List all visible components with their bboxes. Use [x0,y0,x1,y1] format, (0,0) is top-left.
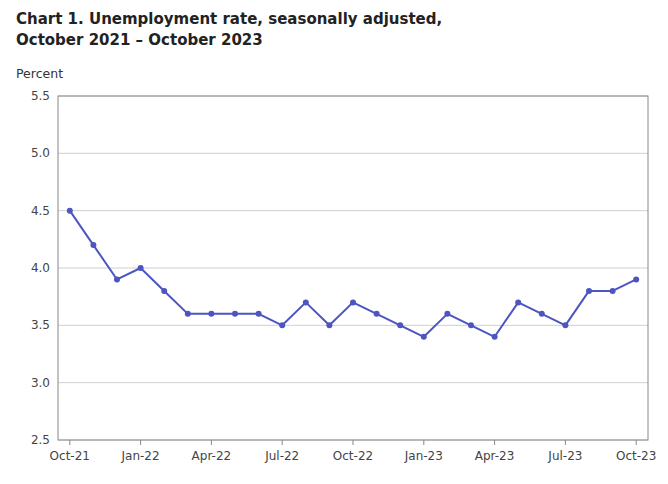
marker [67,208,73,214]
grid-line [58,210,648,211]
marker [374,311,380,317]
chart: Chart 1. Unemployment rate, seasonally a… [0,0,668,484]
y-tick-label: 3.0 [31,376,50,390]
x-axis: Oct-21 Jan-22 Apr-22 Jul-22 Oct-22 Jan-23 Apr-… [50,440,657,463]
marker [515,299,521,305]
marker [539,311,545,317]
x-tick-label: Jul-22 [264,449,299,463]
line [70,211,636,337]
marker [421,334,427,340]
marker [610,288,616,294]
grid-line [58,382,648,383]
x-tick [494,440,495,445]
x-tick [282,440,283,445]
title: Chart 1. Unemployment rate, seasonally a… [16,10,442,28]
x-tick [69,440,70,445]
y-tick-label: 5.0 [31,146,50,160]
grid-line [58,268,648,269]
marker [586,288,592,294]
y-tick-label: 5.5 [31,89,50,103]
x-tick [636,440,637,445]
marker [90,242,96,248]
marker [492,334,498,340]
marker [562,322,568,328]
y-tick-label: 3.5 [31,318,50,332]
marker [397,322,403,328]
x-tick-label: Apr-23 [475,449,515,463]
marker [468,322,474,328]
marker [326,322,332,328]
marker [185,311,191,317]
marker [114,276,120,282]
x-tick-label: Apr-22 [192,449,232,463]
marker [208,311,214,317]
y-tick-label: 4.0 [31,261,50,275]
grid-line [58,325,648,326]
chart-container: Chart 1. Unemployment rate, seasonally a… [0,0,668,484]
subtitle: October 2021 – October 2023 [16,31,263,49]
marker [279,322,285,328]
x-tick [565,440,566,445]
x-tick [211,440,212,445]
plot-frame [58,96,648,440]
marker [161,288,167,294]
x-tick-label: Jan-22 [121,449,160,463]
x-tick-label: Jul-23 [547,449,582,463]
y-axis-label: Percent [16,66,63,81]
x-tick-label: Oct-22 [333,449,373,463]
marker [350,299,356,305]
marker [138,265,144,271]
grid-line [58,153,648,154]
x-tick [353,440,354,445]
marker [303,299,309,305]
x-tick-label: Oct-23 [616,449,656,463]
marker [444,311,450,317]
series [67,208,639,340]
y-tick-label: 4.5 [31,204,50,218]
x-tick [423,440,424,445]
x-tick-label: Jan-23 [404,449,443,463]
x-tick [140,440,141,445]
y-axis: 2.5 3.0 3.5 4.0 4.5 5.0 5.5 [31,89,648,447]
y-tick-label: 2.5 [31,433,50,447]
marker [633,276,639,282]
marker [232,311,238,317]
marker [256,311,262,317]
x-tick-label: Oct-21 [50,449,90,463]
